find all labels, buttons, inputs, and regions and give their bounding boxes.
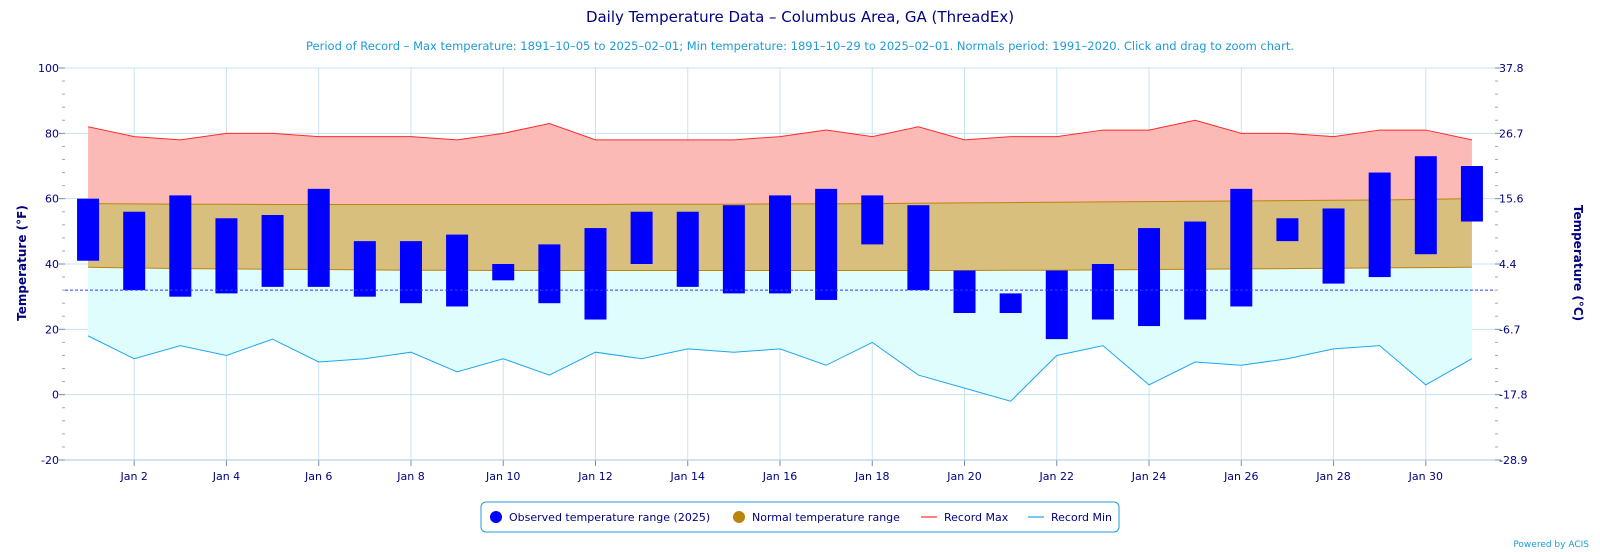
observed-bar xyxy=(215,218,238,294)
observed-bar xyxy=(1091,264,1114,320)
y-tick-label-left: 80 xyxy=(45,127,59,140)
observed-bar xyxy=(815,188,838,300)
observed-bar xyxy=(1276,218,1299,242)
observed-bar xyxy=(722,205,745,294)
observed-bar xyxy=(676,211,699,287)
observed-bar xyxy=(999,293,1022,313)
y-tick-label-left: 100 xyxy=(38,62,59,75)
chart-subtitle: Period of Record – Max temperature: 1891… xyxy=(306,39,1294,53)
observed-bar xyxy=(1414,156,1437,255)
observed-bar xyxy=(1230,188,1253,307)
observed-bar xyxy=(1045,270,1068,340)
axes: -20 -28.9 0 -17.8 20 -6.7 40 4.4 60 15.6 80 26.7 100… xyxy=(38,62,1527,483)
plot-areas xyxy=(88,120,1472,402)
observed-bar xyxy=(907,205,930,291)
y-tick-label-left: 0 xyxy=(52,389,59,402)
record-lines xyxy=(65,119,1495,402)
observed-bar xyxy=(169,195,192,297)
legend-item-record-max[interactable]: Record Max xyxy=(921,511,1009,524)
observed-bar xyxy=(123,211,146,291)
legend-record-max-label: Record Max xyxy=(944,511,1009,524)
y-tick-label-right: -28.9 xyxy=(1499,454,1527,467)
record-max-area xyxy=(88,120,1472,205)
legend-record-min-label: Record Min xyxy=(1051,511,1112,524)
x-tick-label: Jan 28 xyxy=(1315,470,1350,483)
y-tick-label-left: 40 xyxy=(45,258,59,271)
observed-bar xyxy=(1184,221,1207,320)
observed-bar xyxy=(953,270,976,313)
legend-observed-marker xyxy=(490,511,502,523)
y-tick-label-right: 4.4 xyxy=(1499,258,1517,271)
x-tick-label: Jan 22 xyxy=(1039,470,1074,483)
chart-title: Daily Temperature Data – Columbus Area, … xyxy=(586,8,1014,26)
observed-bar xyxy=(630,211,653,264)
observed-bar xyxy=(399,241,422,304)
observed-bar xyxy=(353,241,376,297)
observed-bar xyxy=(1460,166,1483,222)
observed-bar xyxy=(492,264,515,281)
y-tick-label-right: -17.8 xyxy=(1499,389,1527,402)
observed-bar xyxy=(77,198,100,261)
observed-bar xyxy=(307,188,330,287)
x-tick-label: Jan 16 xyxy=(762,470,797,483)
legend-item-observed[interactable]: Observed temperature range (2025) xyxy=(490,511,710,524)
observed-bar xyxy=(1368,172,1391,278)
observed-bar xyxy=(769,195,791,294)
y-axis-title-right: Temperature (°C) xyxy=(1571,205,1585,321)
x-tick-label: Jan 8 xyxy=(396,470,424,483)
legend-observed-label: Observed temperature range (2025) xyxy=(509,511,710,524)
x-tick-label: Jan 14 xyxy=(670,470,705,483)
observed-bar xyxy=(1138,228,1161,327)
y-axis-title-left: Temperature (°F) xyxy=(15,205,29,321)
observed-bar xyxy=(446,234,469,307)
y-tick-label-right: 26.7 xyxy=(1499,127,1524,140)
legend-item-normal[interactable]: Normal temperature range xyxy=(733,511,900,524)
x-tick-label: Jan 2 xyxy=(119,470,147,483)
x-tick-label: Jan 18 xyxy=(854,470,889,483)
x-tick-label: Jan 12 xyxy=(577,470,612,483)
x-tick-label: Jan 26 xyxy=(1223,470,1258,483)
y-tick-label-right: 37.8 xyxy=(1499,62,1524,75)
observed-bars xyxy=(77,156,1483,340)
observed-bar xyxy=(584,228,607,320)
legend[interactable]: Observed temperature range (2025) Normal… xyxy=(480,501,1120,533)
y-tick-label-right: -6.7 xyxy=(1499,323,1520,336)
credit-link[interactable]: Powered by ACIS xyxy=(1513,540,1589,550)
observed-bar xyxy=(861,195,884,245)
x-tick-label: Jan 20 xyxy=(946,470,981,483)
record-max-line xyxy=(87,119,1473,141)
y-tick-label-left: 20 xyxy=(45,323,59,336)
record-min-line xyxy=(87,335,1473,402)
record-min-area xyxy=(88,267,1472,402)
y-tick-label-right: 15.6 xyxy=(1499,193,1524,206)
legend-normal-marker xyxy=(733,511,745,523)
observed-bar xyxy=(261,215,284,287)
legend-item-record-min[interactable]: Record Min xyxy=(1028,511,1112,524)
observed-bar xyxy=(538,244,561,304)
legend-box xyxy=(480,501,1120,533)
observed-bar xyxy=(1322,208,1345,284)
x-tick-label: Jan 30 xyxy=(1408,470,1443,483)
x-tick-label: Jan 10 xyxy=(485,470,520,483)
legend-normal-label: Normal temperature range xyxy=(752,511,900,524)
x-tick-label: Jan 6 xyxy=(304,470,332,483)
x-tick-label: Jan 4 xyxy=(212,470,240,483)
y-tick-label-left: -20 xyxy=(41,454,59,467)
x-tick-label: Jan 24 xyxy=(1131,470,1166,483)
y-tick-label-left: 60 xyxy=(45,193,59,206)
